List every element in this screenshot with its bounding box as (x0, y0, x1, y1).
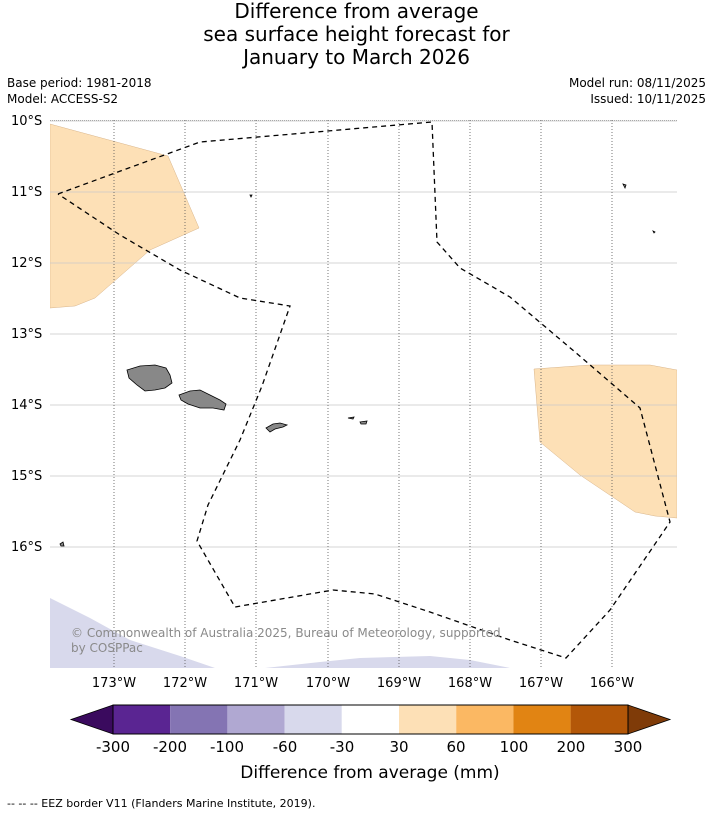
copyright-notice: © Commonwealth of Australia 2025, Bureau… (71, 626, 501, 655)
cbar-tick-2: -200 (153, 738, 187, 756)
title-line-1: Difference from average (234, 0, 479, 23)
colorbar-segment-8 (513, 705, 571, 734)
lon-label-173w: 173°W (92, 676, 136, 691)
meta-left: Base period: 1981-2018 Model: ACCESS-S2 (7, 75, 152, 107)
colorbar-outline (112, 704, 629, 735)
land-masses (59, 183, 656, 547)
positive-anomaly-region-east (533, 364, 677, 519)
colorbar-segments (113, 705, 628, 734)
colorbar-segment-9 (570, 705, 628, 734)
cbar-tick-10: 300 (614, 738, 643, 756)
colorbar-segment-6 (399, 705, 457, 734)
lat-label-14s: 14°S (11, 398, 42, 413)
islet-northeast-1 (622, 183, 627, 190)
longitude-gridlines (113, 120, 613, 668)
islet-north (249, 194, 253, 198)
lat-label-12s: 12°S (11, 256, 42, 271)
colorbar-segment-3 (227, 705, 285, 734)
colorbar-segment-4 (284, 705, 342, 734)
colorbar: -300 -200 -100 -60 -30 30 60 100 200 300… (69, 704, 672, 783)
colorbar-segment-2 (170, 705, 228, 734)
colorbar-under-arrow (69, 704, 114, 735)
cbar-tick-7: 60 (446, 738, 465, 756)
colorbar-tick-labels: -300 -200 -100 -60 -30 30 60 100 200 300 (96, 738, 642, 756)
tau-islet (359, 420, 368, 425)
base-period: Base period: 1981-2018 (7, 76, 152, 90)
cbar-tick-4: -60 (273, 738, 298, 756)
cbar-tick-1: -300 (96, 738, 130, 756)
colorbar-segment-5 (341, 705, 399, 734)
eez-footnote: -- -- -- EEZ border V11 (Flanders Marine… (7, 797, 316, 810)
lat-label-10s: 10°S (11, 114, 42, 129)
title-line-3: January to March 2026 (243, 45, 470, 69)
map-plot-area (50, 120, 677, 668)
negative-anomaly-region-south (265, 656, 510, 668)
cbar-tick-3: -100 (210, 738, 244, 756)
lat-label-11s: 11°S (11, 185, 42, 200)
map-title: Difference from average sea surface heig… (0, 0, 713, 69)
colorbar-over-arrow (627, 704, 672, 735)
latitude-labels: 10°S 11°S 12°S 13°S 14°S 15°S 16°S (11, 114, 42, 555)
negative-anomaly-region-southwest (50, 598, 215, 668)
model-name: Model: ACCESS-S2 (7, 92, 119, 106)
issued-date: Issued: 10/11/2025 (590, 92, 706, 106)
lon-label-171w: 171°W (234, 676, 278, 691)
title-line-2: sea surface height forecast for (203, 22, 510, 46)
colorbar-segment-7 (456, 705, 514, 734)
islet-southwest (59, 541, 65, 547)
lon-label-168w: 168°W (448, 676, 492, 691)
cbar-tick-8: 100 (500, 738, 529, 756)
islet-northeast-2 (652, 230, 656, 234)
lat-label-13s: 13°S (11, 327, 42, 342)
lon-label-166w: 166°W (590, 676, 634, 691)
lat-label-16s: 16°S (11, 540, 42, 555)
lon-label-169w: 169°W (377, 676, 421, 691)
latitude-gridlines (50, 120, 677, 548)
lat-label-15s: 15°S (11, 469, 42, 484)
model-run: Model run: 08/11/2025 (568, 76, 706, 90)
positive-anomaly-region-west (50, 123, 200, 309)
colorbar-segment-1 (113, 705, 171, 734)
tutuila-island (265, 422, 289, 433)
ofu-islet (347, 416, 355, 420)
lon-label-172w: 172°W (163, 676, 207, 691)
lon-label-170w: 170°W (306, 676, 350, 691)
colorbar-title: Difference from average (mm) (240, 763, 499, 783)
cbar-tick-5: -30 (330, 738, 355, 756)
savaii-island (126, 364, 173, 392)
cbar-tick-6: 30 (389, 738, 408, 756)
upolu-island (178, 389, 227, 411)
meta-right: Model run: 08/11/2025 Issued: 10/11/2025 (569, 75, 706, 107)
longitude-labels: 173°W 172°W 171°W 170°W 169°W 168°W 167°… (92, 676, 634, 691)
cbar-tick-9: 200 (557, 738, 586, 756)
lon-label-167w: 167°W (519, 676, 563, 691)
